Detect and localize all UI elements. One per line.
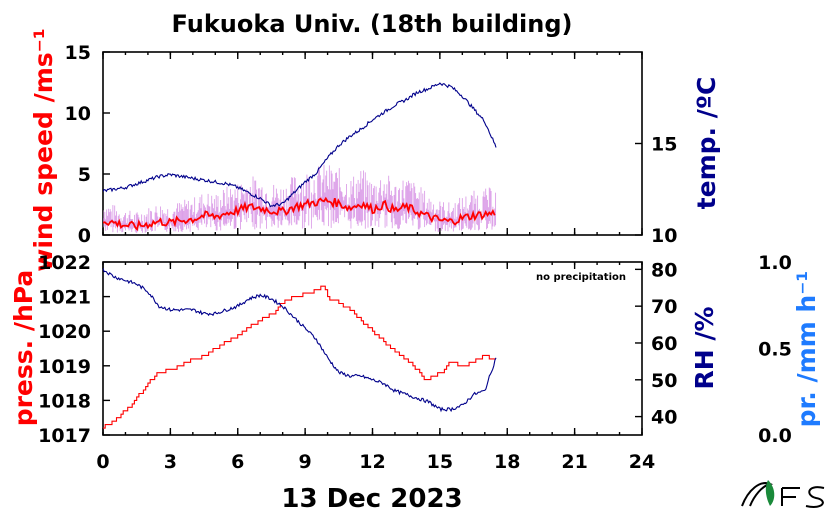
data-series (103, 82, 497, 429)
precip-axis-label: pr. /mm h⁻¹ (792, 271, 821, 428)
wind-tick-label: 5 (78, 164, 91, 186)
fes-logo (741, 480, 825, 508)
x-tick-label: 24 (629, 451, 655, 473)
rh-tick-label: 40 (651, 407, 677, 429)
rh-tick-label: 70 (651, 296, 677, 318)
wind-axis-label: wind speed /ms⁻¹ (29, 28, 58, 272)
precip-tick-label: 0.5 (758, 339, 792, 361)
wind-tick-label: 10 (65, 103, 91, 125)
x-tick-label: 12 (359, 451, 385, 473)
wind-tick-label: 15 (65, 42, 91, 64)
press-tick-label: 1022 (38, 252, 91, 274)
press-tick-label: 1020 (38, 321, 91, 343)
x-tick-label: 3 (164, 451, 177, 473)
tick-labels: 0 3 6 9 12 15 18 21 24 0 5 10 15 10 15 1017 1018 1019 1020… (38, 42, 792, 473)
bottom-plot-frame (102, 261, 643, 436)
wind-speed-line (103, 196, 496, 232)
x-tick-label: 9 (299, 451, 312, 473)
axis-ticks (102, 51, 643, 436)
no-precip-annotation: no precipitation (536, 272, 626, 283)
x-tick-label: 18 (494, 451, 520, 473)
temperature-line (103, 82, 497, 208)
humidity-line (103, 268, 497, 413)
x-tick-label: 15 (427, 451, 453, 473)
rh-axis-label: RH /% (690, 306, 719, 389)
press-tick-label: 1019 (38, 356, 91, 378)
press-tick-label: 1021 (38, 287, 91, 309)
temp-tick-label: 10 (651, 225, 677, 247)
press-axis-label: press. /hPa (9, 270, 38, 427)
rh-tick-label: 60 (651, 333, 677, 355)
wind-tick-label: 0 (78, 225, 91, 247)
x-tick-label: 21 (561, 451, 587, 473)
temp-tick-label: 15 (651, 134, 677, 156)
precip-tick-label: 1.0 (758, 252, 792, 274)
chart-title: Fukuoka Univ. (18th building) (172, 10, 573, 38)
x-tick-label: 6 (231, 451, 244, 473)
press-tick-label: 1018 (38, 390, 91, 412)
rh-tick-label: 80 (651, 259, 677, 281)
pressure-line (103, 285, 496, 429)
date-label: 13 Dec 2023 (281, 484, 462, 514)
press-tick-label: 1017 (38, 425, 91, 447)
precip-tick-label: 0.0 (758, 425, 792, 447)
temp-axis-label: temp. /ºC (692, 77, 721, 210)
rh-tick-label: 50 (651, 370, 677, 392)
x-tick-label: 0 (96, 451, 109, 473)
